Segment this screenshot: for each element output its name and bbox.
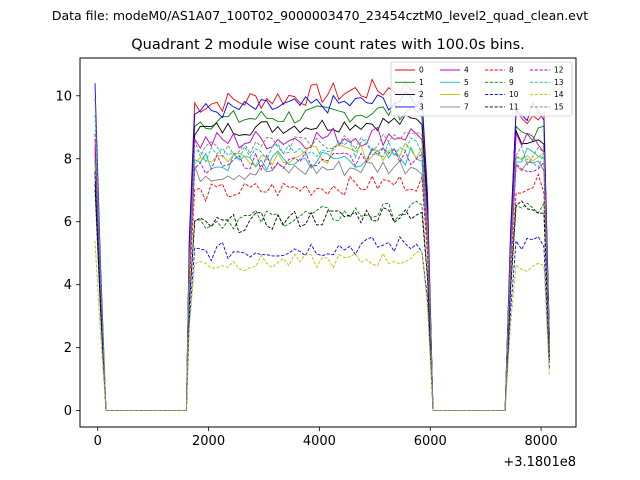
legend-label: 3 [419, 103, 424, 112]
axes-frame [79, 57, 577, 428]
legend-label: 13 [554, 78, 564, 87]
series-line-10 [94, 171, 550, 412]
y-tick-label: 2 [64, 341, 72, 356]
series-line-0 [94, 78, 550, 412]
plot-lines [94, 78, 550, 412]
x-tick-label: 0 [94, 434, 102, 449]
legend-label: 14 [554, 90, 564, 99]
legend-label: 8 [509, 66, 514, 75]
x-tick-label: 8000 [525, 434, 558, 449]
x-tick-label: 4000 [303, 434, 336, 449]
series-line-15 [94, 98, 550, 412]
legend-label: 4 [464, 66, 469, 75]
x-offset-label: +3.1801e8 [503, 455, 576, 470]
x-tick-label: 6000 [414, 434, 447, 449]
legend-label: 7 [464, 103, 469, 112]
legend-label: 10 [509, 90, 519, 99]
y-tick-label: 8 [64, 152, 72, 167]
legend-label: 12 [554, 66, 564, 75]
legend-label: 0 [419, 66, 424, 75]
y-tick-label: 0 [64, 404, 72, 419]
series-line-1 [94, 100, 550, 412]
series-line-4 [94, 126, 550, 412]
series-line-7 [94, 160, 550, 412]
x-axis: 0 2000 4000 6000 8000 [94, 427, 558, 449]
series-line-14 [94, 240, 550, 412]
series-line-6 [94, 142, 550, 412]
series-line-5 [94, 146, 550, 412]
y-tick-label: 6 [64, 215, 72, 230]
y-tick-label: 4 [64, 278, 72, 293]
series-line-13 [94, 114, 550, 412]
chart-title: Quadrant 2 module wise count rates with … [131, 37, 525, 53]
legend-box [390, 61, 573, 117]
legend-label: 11 [509, 103, 519, 112]
x-tick-label: 2000 [192, 434, 225, 449]
series-line-9 [94, 190, 550, 412]
legend-label: 5 [464, 78, 469, 87]
chart-suptitle: Data file: modeM0/AS1A07_100T02_90000034… [52, 8, 588, 23]
series-line-8 [94, 133, 550, 412]
legend-label: 9 [509, 78, 514, 87]
legend-label: 15 [554, 103, 564, 112]
legend-label: 6 [464, 90, 469, 99]
series-line-12 [94, 139, 550, 412]
y-tick-label: 10 [55, 89, 72, 104]
legend-label: 1 [419, 78, 424, 87]
legend-label: 2 [419, 90, 424, 99]
y-axis: 0 2 4 6 8 10 [55, 89, 80, 419]
series-line-3 [94, 83, 550, 412]
series-line-11 [94, 183, 550, 412]
